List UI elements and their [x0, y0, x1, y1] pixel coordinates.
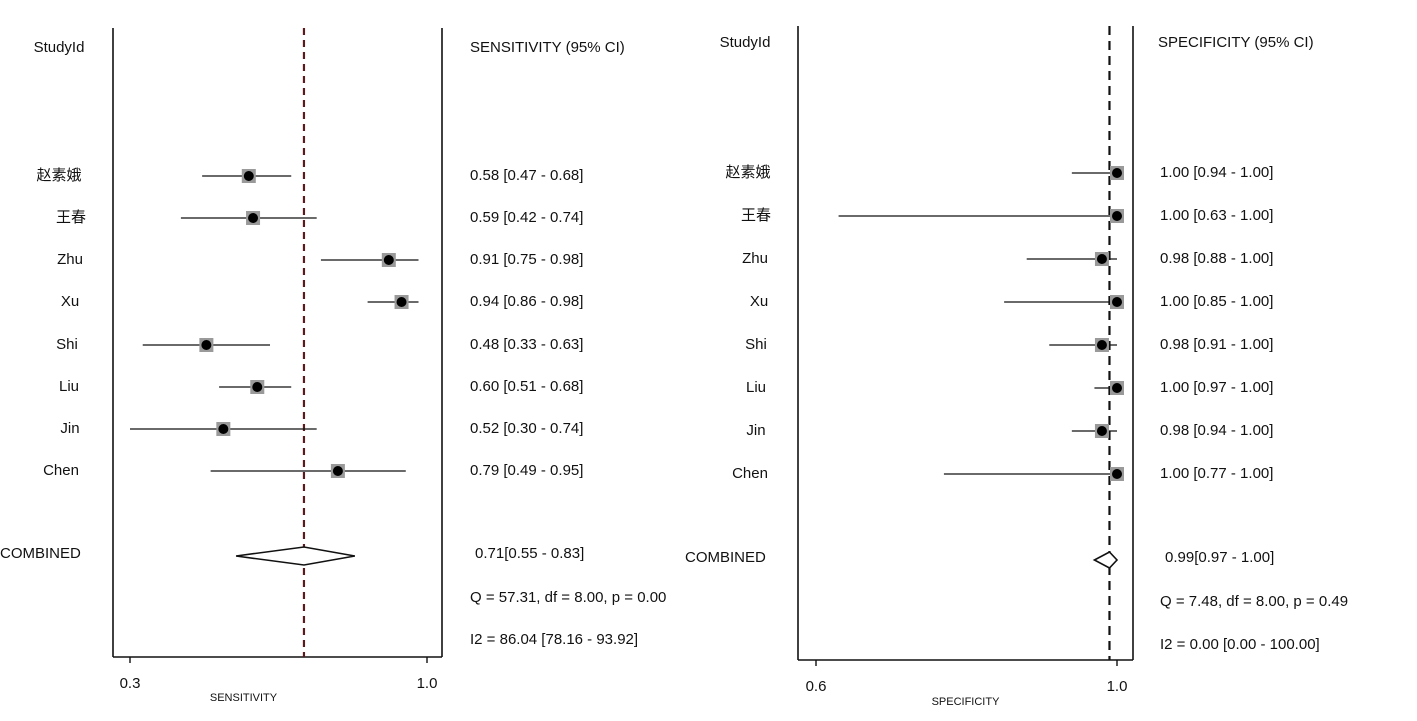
point-estimate: [1112, 383, 1122, 393]
combined-label: COMBINED: [0, 545, 81, 562]
point-estimate: [252, 382, 263, 392]
ci-label: 0.60 [0.51 - 0.68]: [470, 378, 583, 395]
ci-label: 1.00 [0.63 - 1.00]: [1160, 207, 1273, 224]
point-estimate: [1112, 469, 1122, 479]
x-tick-label: 1.0: [1107, 678, 1128, 695]
point-estimate: [332, 466, 343, 476]
combined-ci-label: 0.99[0.97 - 1.00]: [1165, 549, 1274, 566]
ci-label: 0.98 [0.88 - 1.00]: [1160, 250, 1273, 267]
study-name: Zhu: [742, 250, 768, 267]
point-estimate: [248, 213, 259, 223]
point-estimate: [383, 255, 394, 265]
heterogeneity-q: Q = 7.48, df = 8.00, p = 0.49: [1160, 593, 1348, 610]
heterogeneity-i2: I2 = 86.04 [78.16 - 93.92]: [470, 631, 638, 648]
point-estimate: [1112, 297, 1122, 307]
ci-label: 0.52 [0.30 - 0.74]: [470, 420, 583, 437]
point-estimate: [201, 340, 212, 350]
point-estimate: [243, 171, 254, 181]
study-name: Chen: [43, 462, 79, 479]
ci-label: 1.00 [0.85 - 1.00]: [1160, 293, 1273, 310]
ci-label: 0.59 [0.42 - 0.74]: [470, 209, 583, 226]
sensitivity-forest-plot: 0.3 1.0 SENSITIVITY StudyId SENSITIVITY (95%…: [0, 28, 666, 704]
x-axis-label: SENSITIVITY: [210, 692, 278, 704]
ci-label: 0.79 [0.49 - 0.95]: [470, 462, 583, 479]
study-name: 赵素娥: [36, 167, 81, 184]
study-name: 王春: [56, 209, 86, 226]
ci-header: SENSITIVITY (95% CI): [470, 39, 625, 56]
ci-label: 1.00 [0.94 - 1.00]: [1160, 164, 1273, 181]
point-estimate: [1096, 254, 1107, 264]
ci-label: 0.98 [0.91 - 1.00]: [1160, 336, 1273, 353]
study-name: 赵素娥: [725, 164, 770, 181]
ci-label: 0.98 [0.94 - 1.00]: [1160, 422, 1273, 439]
ci-label: 0.91 [0.75 - 0.98]: [470, 251, 583, 268]
ci-label: 0.48 [0.33 - 0.63]: [470, 336, 583, 353]
point-estimate: [1112, 211, 1122, 221]
point-estimate: [396, 297, 407, 307]
x-tick-label: 1.0: [417, 675, 438, 692]
point-estimate: [1112, 168, 1122, 178]
ci-label: 0.94 [0.86 - 0.98]: [470, 293, 583, 310]
study-name: Jin: [60, 420, 79, 437]
heterogeneity-i2: I2 = 0.00 [0.00 - 100.00]: [1160, 636, 1320, 653]
study-name: Zhu: [57, 251, 83, 268]
point-estimate: [1096, 426, 1107, 436]
x-tick-label: 0.3: [120, 675, 141, 692]
heterogeneity-q: Q = 57.31, df = 8.00, p = 0.00: [470, 589, 666, 606]
study-name: Liu: [59, 378, 79, 395]
specificity-forest-plot: 0.6 1.0 SPECIFICITY StudyId SPECIFICITY (95%…: [685, 26, 1348, 708]
combined-diamond: [235, 546, 356, 566]
combined-diamond: [1092, 551, 1119, 569]
ci-label: 0.58 [0.47 - 0.68]: [470, 167, 583, 184]
study-name: Chen: [732, 465, 768, 482]
ci-header: SPECIFICITY (95% CI): [1158, 34, 1314, 51]
study-name: Xu: [61, 293, 79, 310]
combined-ci-label: 0.71[0.55 - 0.83]: [475, 545, 584, 562]
study-name: Liu: [746, 379, 766, 396]
study-name: Shi: [56, 336, 78, 353]
point-estimate: [1096, 340, 1107, 350]
ci-label: 1.00 [0.97 - 1.00]: [1160, 379, 1273, 396]
x-tick-label: 0.6: [806, 678, 827, 695]
study-name: Xu: [750, 293, 768, 310]
point-estimate: [218, 424, 229, 434]
study-name: Jin: [746, 422, 765, 439]
study-id-header: StudyId: [720, 34, 771, 51]
study-name: 王春: [741, 207, 771, 224]
study-id-header: StudyId: [34, 39, 85, 56]
ci-label: 1.00 [0.77 - 1.00]: [1160, 465, 1273, 482]
x-axis-label: SPECIFICITY: [932, 696, 1001, 708]
combined-label: COMBINED: [685, 549, 766, 566]
study-name: Shi: [745, 336, 767, 353]
